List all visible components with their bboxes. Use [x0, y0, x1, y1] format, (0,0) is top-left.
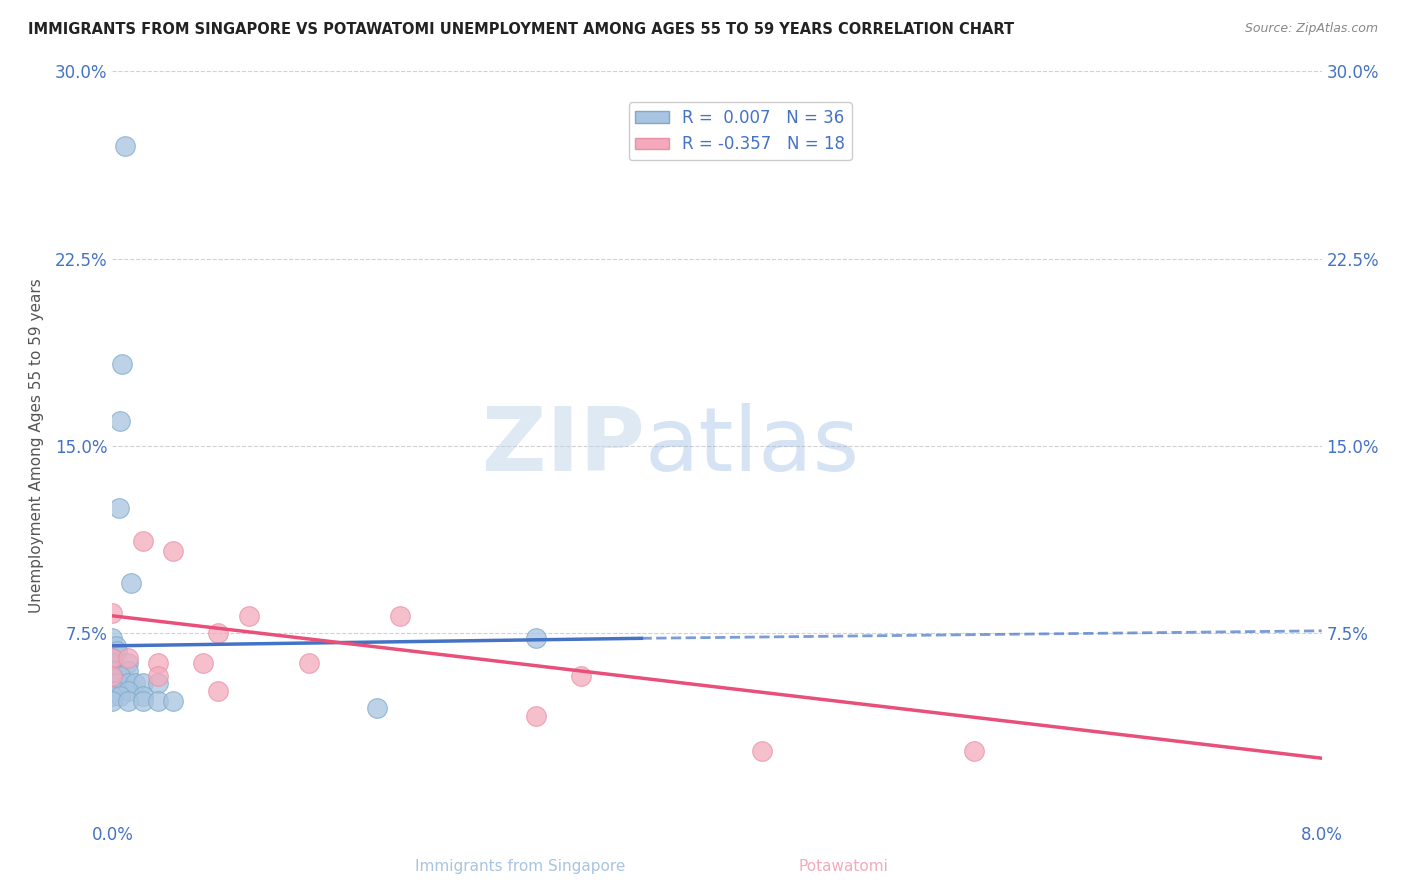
Point	[162, 544, 184, 558]
Text: Source: ZipAtlas.com: Source: ZipAtlas.com	[1244, 22, 1378, 36]
Point	[117, 651, 139, 665]
Point	[963, 744, 986, 758]
Text: ZIP: ZIP	[482, 402, 644, 490]
Point	[132, 689, 155, 703]
Point	[101, 607, 124, 621]
Point	[120, 576, 142, 591]
Point	[114, 139, 136, 153]
Point	[191, 657, 215, 671]
Point	[108, 414, 131, 428]
Point	[108, 669, 131, 683]
Point	[524, 708, 547, 723]
Point	[132, 694, 155, 708]
Point	[207, 626, 229, 640]
Point	[146, 657, 169, 671]
Text: atlas: atlas	[644, 402, 859, 490]
Point	[101, 669, 124, 683]
Point	[104, 683, 127, 698]
Point	[117, 683, 139, 698]
Point	[524, 632, 547, 646]
Text: Potawatomi: Potawatomi	[799, 859, 889, 874]
Point	[107, 501, 129, 516]
Point	[105, 644, 128, 658]
Text: IMMIGRANTS FROM SINGAPORE VS POTAWATOMI UNEMPLOYMENT AMONG AGES 55 TO 59 YEARS C: IMMIGRANTS FROM SINGAPORE VS POTAWATOMI …	[28, 22, 1014, 37]
Point	[101, 676, 124, 690]
Point	[108, 689, 131, 703]
Y-axis label: Unemployment Among Ages 55 to 59 years: Unemployment Among Ages 55 to 59 years	[30, 278, 44, 614]
Point	[105, 676, 128, 690]
Point	[751, 744, 773, 758]
Point	[132, 676, 155, 690]
Point	[298, 657, 321, 671]
Point	[132, 533, 155, 548]
Legend: R =  0.007   N = 36, R = -0.357   N = 18: R = 0.007 N = 36, R = -0.357 N = 18	[628, 103, 852, 160]
Point	[101, 632, 124, 646]
Point	[366, 701, 388, 715]
Point	[146, 669, 169, 683]
Text: Immigrants from Singapore: Immigrants from Singapore	[415, 859, 626, 874]
Point	[101, 657, 124, 671]
Point	[207, 683, 229, 698]
Point	[117, 664, 139, 678]
Point	[162, 694, 184, 708]
Point	[388, 608, 411, 623]
Point	[146, 676, 169, 690]
Point	[117, 694, 139, 708]
Point	[569, 669, 592, 683]
Point	[238, 608, 260, 623]
Point	[110, 357, 132, 371]
Point	[117, 676, 139, 690]
Point	[101, 689, 124, 703]
Point	[104, 639, 127, 653]
Point	[124, 676, 146, 690]
Point	[101, 669, 124, 683]
Point	[117, 657, 139, 671]
Point	[146, 694, 169, 708]
Point	[104, 664, 127, 678]
Point	[101, 651, 124, 665]
Point	[101, 683, 124, 698]
Point	[101, 671, 124, 685]
Point	[101, 664, 124, 678]
Point	[101, 651, 124, 665]
Point	[101, 694, 124, 708]
